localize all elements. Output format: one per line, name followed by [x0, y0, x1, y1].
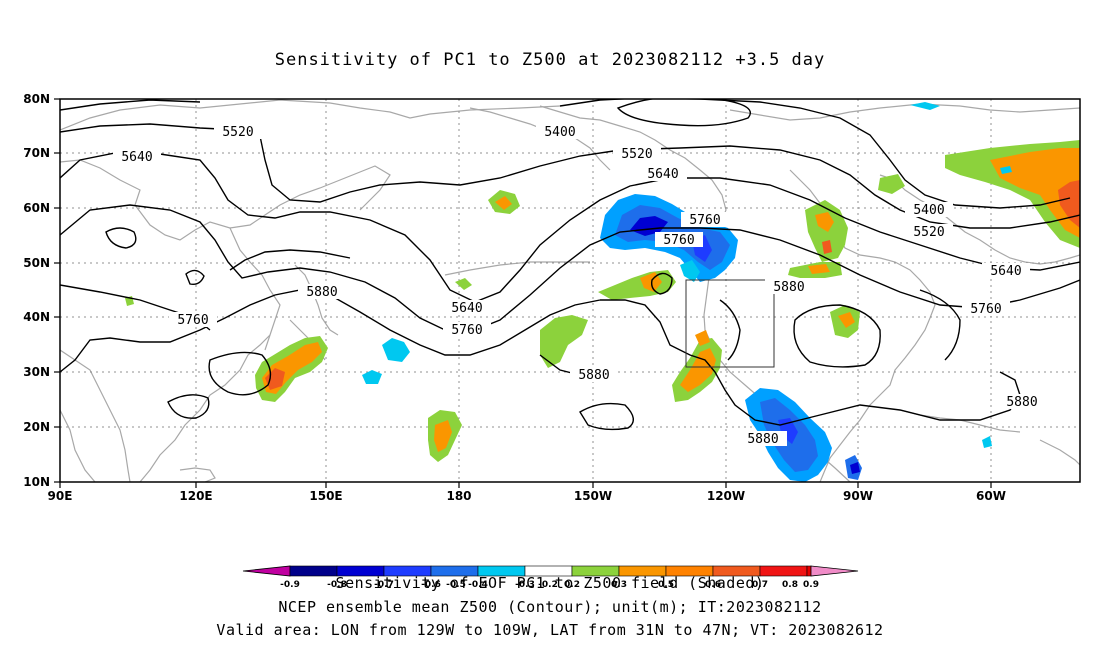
lat-label: 50N	[23, 256, 50, 270]
contour-label: 5520	[621, 147, 652, 162]
latitude-labels: 80N 70N 60N 50N 40N 30N 20N 10N	[23, 92, 50, 489]
colorbar-label: -0.5	[446, 580, 466, 590]
contour-label: 5880	[1006, 395, 1037, 410]
caption-contour: NCEP ensemble mean Z500 (Contour); unit(…	[278, 598, 822, 616]
lon-label: 150E	[309, 489, 342, 503]
colorbar-label: 0.6	[705, 580, 721, 590]
colorbar-label: 0.7	[752, 580, 768, 590]
contour-label: 5760	[689, 213, 720, 228]
colorbar-label: 0.8	[782, 580, 798, 590]
contour-label: 5760	[451, 323, 482, 338]
map-title: Sensitivity of PC1 to Z500 at 2023082112…	[274, 50, 826, 70]
graticule	[60, 99, 1080, 482]
lon-label: 180	[446, 489, 471, 503]
colorbar-label: 0.3	[611, 580, 627, 590]
coastlines	[60, 99, 1080, 482]
lat-label: 20N	[23, 420, 50, 434]
contour-label: 5880	[578, 368, 609, 383]
contour-labels: 5520 5400 5640 5520 5640 5760 5760 5400 …	[113, 124, 1046, 447]
valid-area-box	[685, 279, 775, 368]
caption-shaded: Sensitivity of EOF PC1 to Z500 field (Sh…	[335, 574, 765, 592]
lat-label: 80N	[23, 92, 50, 106]
contour-label: 5640	[647, 167, 678, 182]
contour-label: 5760	[970, 302, 1001, 317]
colorbar-label: -0.3	[515, 580, 535, 590]
colorbar-high-arrow	[810, 565, 859, 577]
contour-label: 5520	[913, 225, 944, 240]
contour-label: 5640	[990, 264, 1021, 279]
contour-5400-north	[559, 99, 1071, 209]
contour-label: 5640	[121, 150, 152, 165]
lon-label: 120W	[707, 489, 745, 503]
lon-label: 60W	[976, 489, 1006, 503]
shade-orange-atlantic	[990, 148, 1080, 238]
contour-5880	[60, 289, 601, 373]
lon-label: 120E	[179, 489, 212, 503]
colorbar-label: -0.4	[468, 580, 488, 590]
lon-label: 150W	[574, 489, 612, 503]
lat-label: 40N	[23, 310, 50, 324]
contour-label: 5880	[773, 280, 804, 295]
contour-label: 5880	[747, 432, 778, 447]
lat-label: 30N	[23, 365, 50, 379]
colorbar: -0.9 -0.8 -0.7 -0.6 -0.5 -0.4 -0.3 -0.2 …	[242, 565, 859, 590]
colorbar-label: -0.7	[374, 580, 394, 590]
colorbar-label: -0.8	[327, 580, 347, 590]
caption-valid-area: Valid area: LON from 129W to 109W, LAT f…	[216, 621, 884, 639]
contour-label: 5760	[663, 233, 694, 248]
contour-5640	[60, 151, 1080, 303]
colorbar-label: 0.5	[658, 580, 674, 590]
lon-label: 90W	[843, 489, 873, 503]
contour-label: 5880	[306, 285, 337, 300]
sensitivity-shading	[125, 102, 1080, 482]
contour-5760	[60, 204, 1080, 333]
longitude-labels: 90E 120E 150E 180 150W 120W 90W 60W	[48, 489, 1006, 503]
lat-label: 10N	[23, 475, 50, 489]
contour-label: 5520	[222, 125, 253, 140]
lat-label: 60N	[23, 201, 50, 215]
colorbar-label: 0.2	[564, 580, 580, 590]
axis-ticks	[54, 98, 992, 488]
contour-label: 5760	[177, 313, 208, 328]
lon-label: 90E	[48, 489, 73, 503]
map-frame	[59, 98, 1081, 483]
colorbar-label: -0.2	[538, 580, 558, 590]
colorbar-label: -0.6	[421, 580, 441, 590]
contour-label: 5640	[451, 301, 482, 316]
colorbar-label: 0.9	[803, 580, 819, 590]
colorbar-label: -0.9	[280, 580, 300, 590]
lat-label: 70N	[23, 146, 50, 160]
contour-label: 5400	[913, 203, 944, 218]
contour-label: 5400	[544, 125, 575, 140]
